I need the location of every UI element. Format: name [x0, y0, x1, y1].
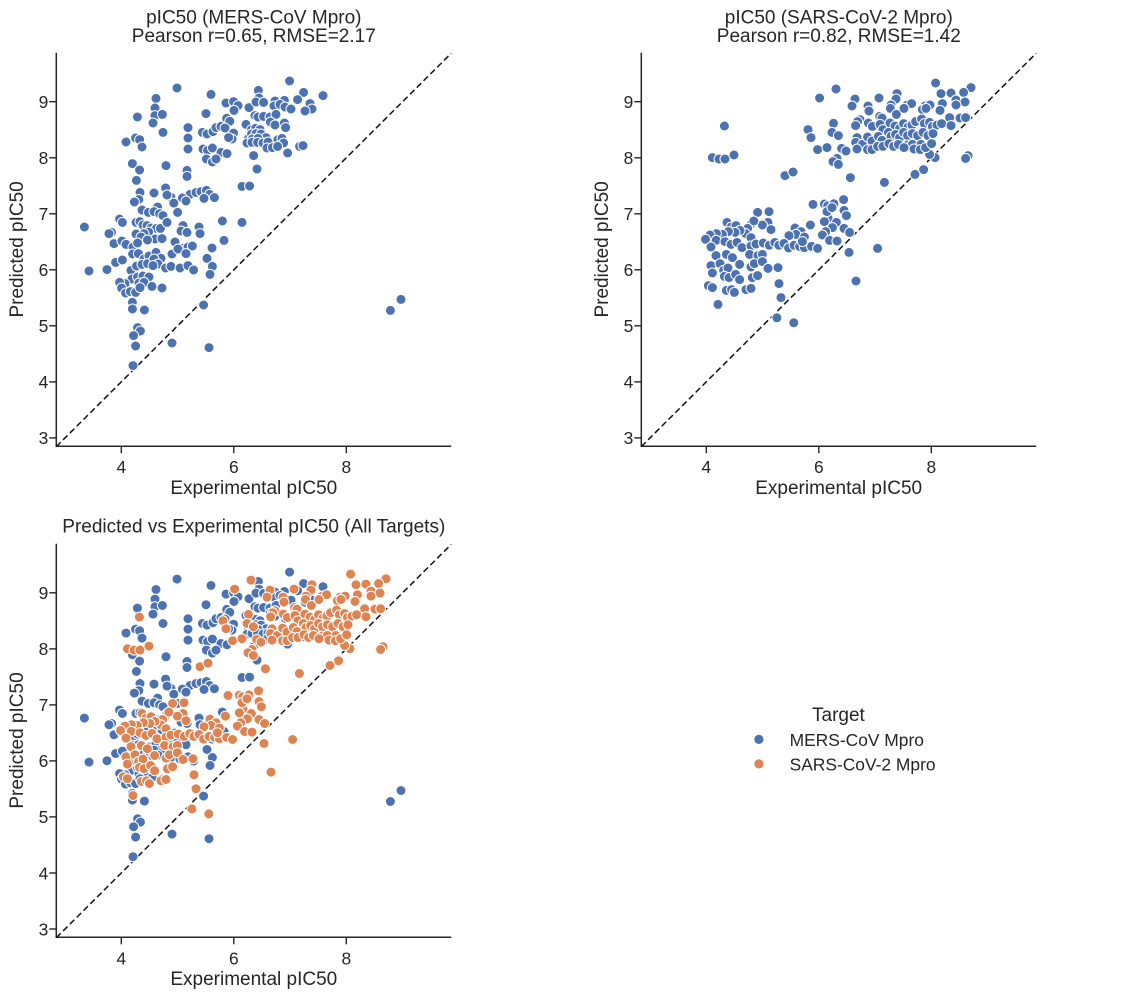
svg-text:9: 9 [39, 583, 49, 603]
svg-text:6: 6 [39, 260, 49, 280]
svg-text:4: 4 [116, 457, 126, 477]
svg-text:Predicted pIC50: Predicted pIC50 [592, 181, 613, 317]
svg-text:6: 6 [229, 948, 239, 968]
svg-text:Predicted vs Experimental pIC5: Predicted vs Experimental pIC50 (All Tar… [62, 517, 445, 538]
svg-text:5: 5 [624, 316, 634, 336]
svg-text:8: 8 [341, 948, 351, 968]
svg-text:Target: Target [812, 705, 866, 726]
svg-text:pIC50 (SARS-CoV-2 Mpro): pIC50 (SARS-CoV-2 Mpro) [725, 8, 953, 29]
svg-text:7: 7 [39, 204, 49, 224]
svg-text:SARS-CoV-2 Mpro: SARS-CoV-2 Mpro [790, 754, 936, 774]
svg-text:4: 4 [624, 372, 634, 392]
svg-text:8: 8 [341, 457, 351, 477]
svg-text:3: 3 [39, 428, 49, 448]
svg-text:Experimental pIC50: Experimental pIC50 [755, 478, 922, 499]
svg-text:8: 8 [39, 639, 49, 659]
svg-text:4: 4 [701, 457, 711, 477]
svg-text:3: 3 [624, 428, 634, 448]
svg-text:8: 8 [39, 148, 49, 168]
svg-text:8: 8 [926, 457, 936, 477]
svg-text:4: 4 [116, 948, 126, 968]
svg-text:6: 6 [814, 457, 824, 477]
svg-text:7: 7 [624, 204, 634, 224]
svg-text:MERS-CoV Mpro: MERS-CoV Mpro [790, 730, 924, 750]
svg-text:pIC50 (MERS-CoV Mpro): pIC50 (MERS-CoV Mpro) [146, 8, 361, 29]
svg-text:Predicted pIC50: Predicted pIC50 [7, 181, 28, 317]
svg-text:7: 7 [39, 695, 49, 715]
svg-text:8: 8 [624, 148, 634, 168]
svg-text:6: 6 [624, 260, 634, 280]
svg-text:9: 9 [39, 92, 49, 112]
svg-text:9: 9 [624, 92, 634, 112]
svg-text:5: 5 [39, 807, 49, 827]
svg-text:Predicted pIC50: Predicted pIC50 [7, 672, 28, 808]
svg-text:4: 4 [39, 863, 49, 883]
svg-text:6: 6 [39, 751, 49, 771]
svg-text:Pearson r=0.82, RMSE=1.42: Pearson r=0.82, RMSE=1.42 [717, 26, 961, 47]
svg-text:Pearson r=0.65, RMSE=2.17: Pearson r=0.65, RMSE=2.17 [132, 26, 376, 47]
svg-text:5: 5 [39, 316, 49, 336]
svg-text:3: 3 [39, 919, 49, 939]
svg-text:4: 4 [39, 372, 49, 392]
svg-text:Experimental pIC50: Experimental pIC50 [170, 969, 337, 990]
svg-text:6: 6 [229, 457, 239, 477]
svg-text:Experimental pIC50: Experimental pIC50 [170, 478, 337, 499]
